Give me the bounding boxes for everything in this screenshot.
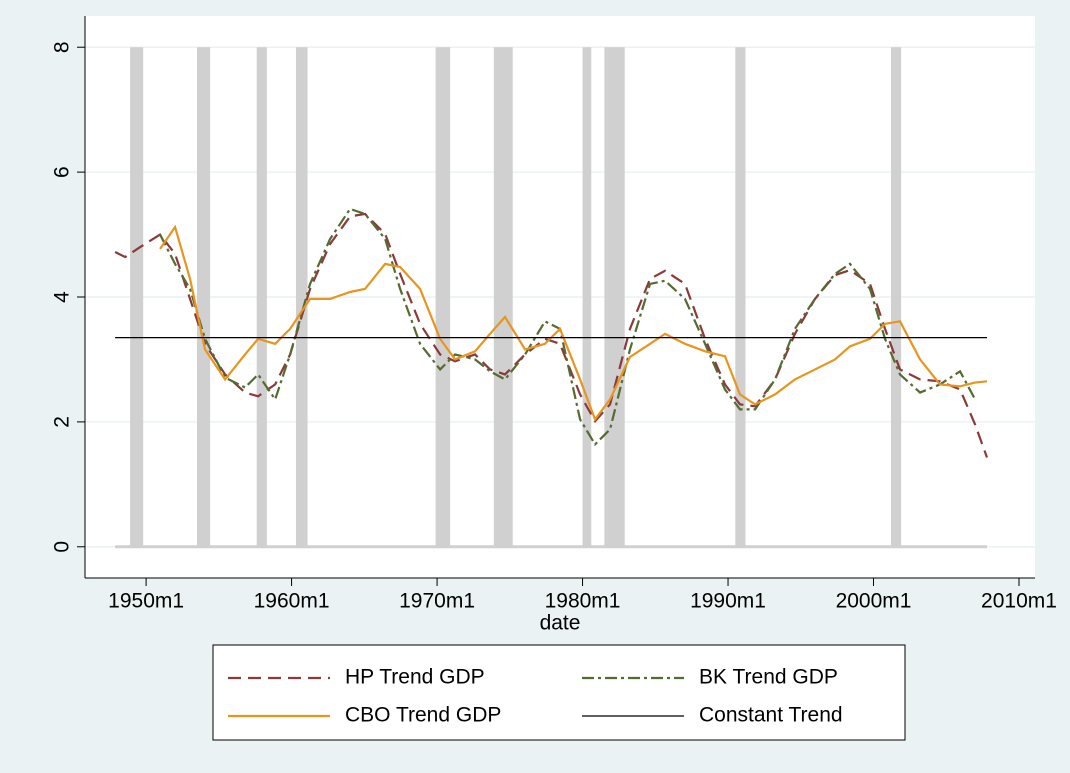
recession-band: [256, 47, 267, 547]
x-axis-title: date: [540, 612, 581, 635]
x-tick-label: 1960m1: [254, 590, 330, 613]
x-tick-label: 2000m1: [836, 590, 912, 613]
x-tick-label: 1950m1: [108, 590, 184, 613]
legend-label: CBO Trend GDP: [345, 704, 501, 727]
recession-band: [604, 47, 625, 547]
y-tick-label: 6: [51, 166, 74, 178]
legend-box: [212, 644, 906, 741]
x-tick-label: 1990m1: [690, 590, 766, 613]
y-tick-label: 4: [51, 291, 74, 303]
legend-label: HP Trend GDP: [345, 666, 485, 689]
trend-line: [114, 212, 989, 458]
x-tick-label: 1970m1: [399, 590, 475, 613]
recession-band: [582, 47, 592, 547]
y-tick-label: 8: [51, 41, 74, 53]
recession-band: [493, 47, 513, 547]
recession-band: [197, 47, 211, 547]
legend-label: BK Trend GDP: [699, 666, 838, 689]
recession-band: [130, 47, 144, 547]
x-tick-label: 1980m1: [545, 590, 621, 613]
recession-band: [435, 47, 451, 547]
x-tick-label: 2010m1: [981, 590, 1057, 613]
recession-band: [735, 47, 746, 547]
legend-label: Constant Trend: [699, 704, 843, 727]
trend-line: [159, 224, 988, 422]
y-tick-label: 2: [51, 416, 74, 428]
recession-band: [295, 47, 308, 547]
y-tick-label: 0: [51, 541, 74, 553]
recession-band: [890, 47, 902, 547]
